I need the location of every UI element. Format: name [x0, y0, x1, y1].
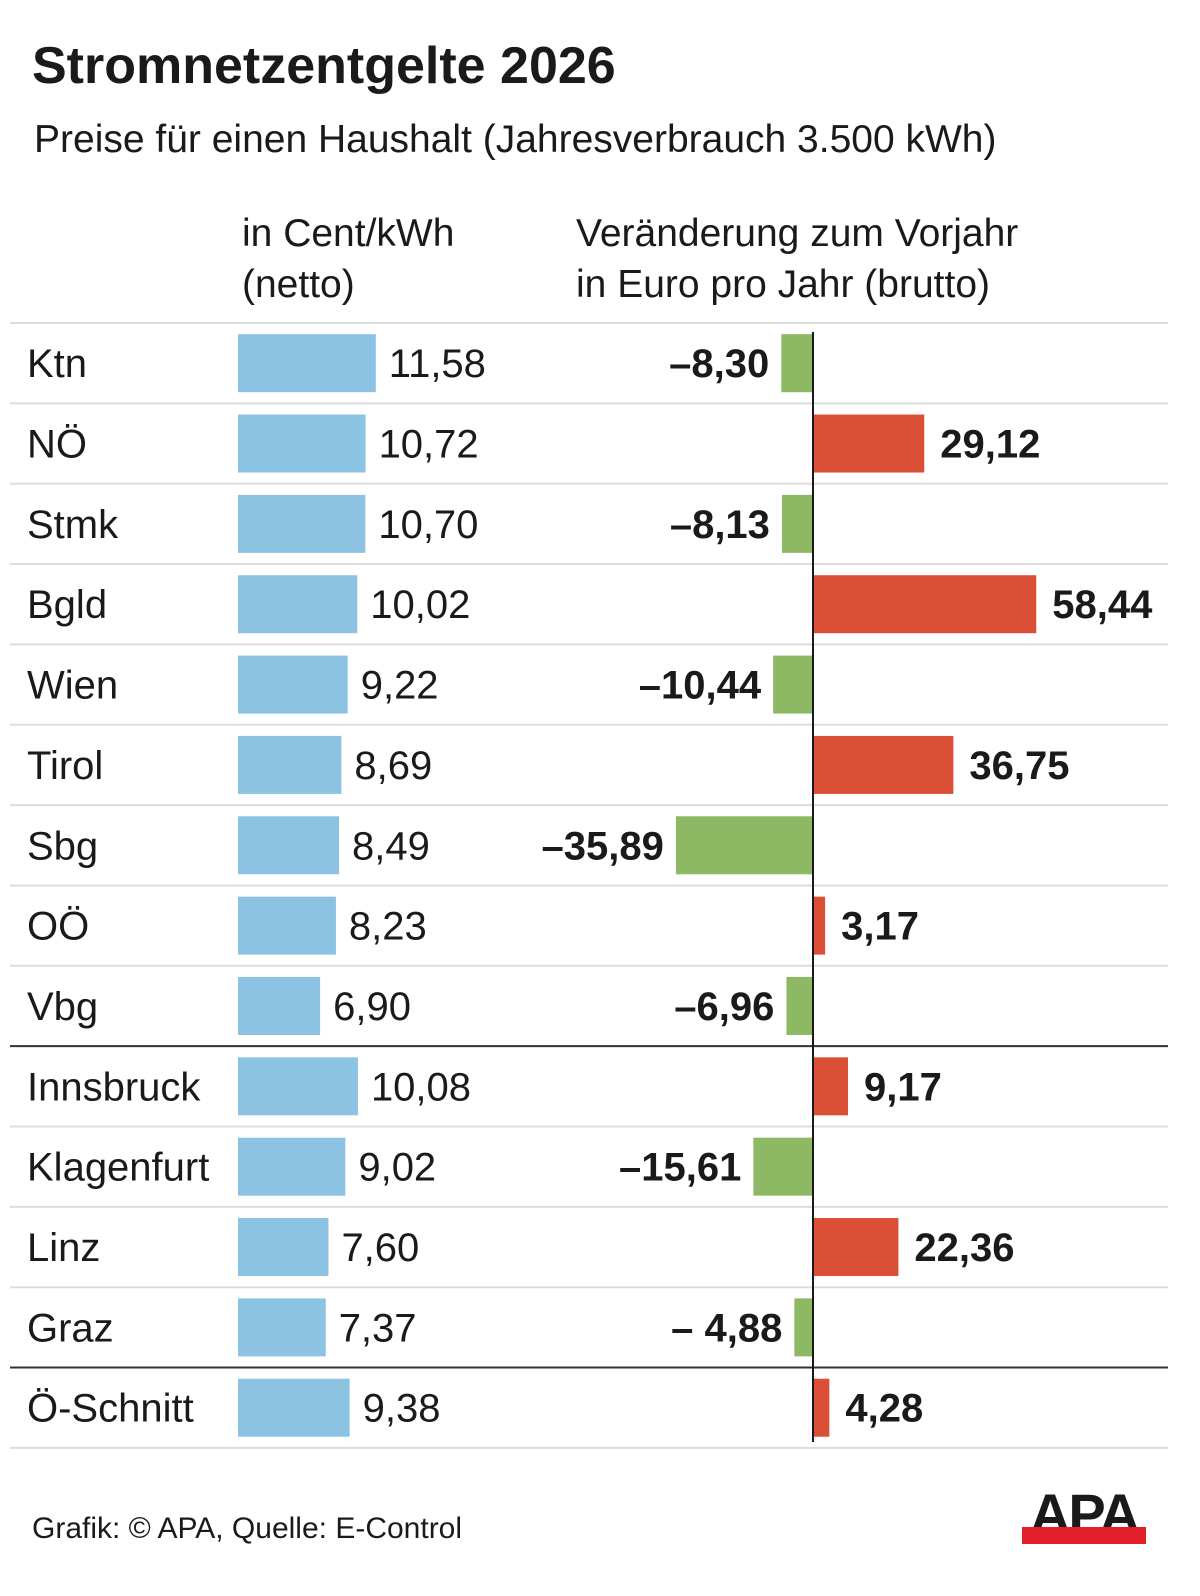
increase-bar: [813, 1057, 849, 1116]
price-value-label: 10,02: [370, 583, 470, 627]
increase-bar: [813, 735, 954, 794]
price-bar: [238, 655, 348, 714]
decrease-bar: [781, 334, 813, 393]
price-bar: [238, 1298, 326, 1357]
price-value-label: 6,90: [333, 985, 411, 1029]
change-value-label: 29,12: [940, 423, 1040, 467]
price-bar: [238, 976, 321, 1035]
price-value-label: 11,58: [389, 342, 486, 386]
category-label: Ö-Schnitt: [27, 1387, 194, 1431]
category-label: Ktn: [27, 342, 87, 386]
price-bar: [238, 1137, 346, 1196]
price-bar: [238, 1218, 329, 1277]
price-column-header: in Cent/kWh (netto): [242, 208, 454, 310]
price-value-label: 7,60: [341, 1226, 419, 1270]
decrease-bar: [786, 976, 813, 1035]
change-value-label: 36,75: [969, 744, 1069, 788]
price-value-label: 7,37: [339, 1306, 417, 1350]
increase-bar: [813, 1218, 899, 1277]
decrease-bar: [794, 1298, 813, 1357]
category-label: Sbg: [27, 824, 98, 868]
category-label: Linz: [27, 1226, 100, 1270]
price-value-label: 10,70: [378, 503, 478, 547]
price-bar: [238, 896, 336, 955]
price-bar: [238, 1378, 350, 1437]
change-value-label: –6,96: [674, 985, 774, 1029]
increase-bar: [813, 1378, 830, 1437]
source-note: Grafik: © APA, Quelle: E-Control: [32, 1512, 463, 1545]
price-value-label: 9,38: [363, 1387, 441, 1431]
change-value-label: –10,44: [639, 664, 762, 708]
price-bar: [238, 494, 366, 553]
chart-title: Stromnetzentgelte 2026: [32, 37, 616, 95]
change-value-label: 3,17: [841, 905, 919, 949]
category-label: Klagenfurt: [27, 1146, 209, 1190]
change-header-line2: in Euro pro Jahr (brutto): [576, 263, 991, 306]
price-bar: [238, 575, 358, 634]
decrease-bar: [675, 816, 813, 875]
price-bar: [238, 735, 342, 794]
increase-bar: [813, 575, 1037, 634]
price-value-label: 8,23: [349, 905, 427, 949]
decrease-bar: [781, 494, 813, 553]
change-value-label: 9,17: [864, 1065, 942, 1109]
chart-subtitle: Preise für einen Haushalt (Jahresverbrau…: [34, 118, 997, 161]
price-header-line2: (netto): [242, 263, 355, 306]
price-bar: [238, 334, 376, 393]
change-value-label: 4,28: [845, 1387, 923, 1431]
price-header-line1: in Cent/kWh: [242, 212, 455, 255]
change-value-label: –8,13: [670, 503, 770, 547]
price-value-label: 10,72: [379, 423, 479, 467]
category-label: Wien: [27, 664, 118, 708]
change-value-label: – 4,88: [671, 1306, 782, 1350]
category-label: Bgld: [27, 583, 107, 627]
change-value-label: –35,89: [542, 824, 664, 868]
change-value-label: 22,36: [914, 1226, 1014, 1270]
price-bar: [238, 414, 366, 473]
increase-bar: [813, 896, 826, 955]
category-label: Vbg: [27, 985, 98, 1029]
price-value-label: 8,49: [352, 824, 430, 868]
change-value-label: –15,61: [619, 1146, 741, 1190]
category-label: OÖ: [27, 905, 89, 949]
change-header-line1: Veränderung zum Vorjahr: [576, 212, 1019, 255]
decrease-bar: [753, 1137, 813, 1196]
category-label: NÖ: [27, 423, 87, 467]
category-label: Graz: [27, 1306, 114, 1350]
change-value-label: –8,30: [669, 342, 769, 386]
change-value-label: 58,44: [1052, 583, 1153, 627]
price-bar: [238, 1057, 358, 1116]
category-label: Stmk: [27, 503, 119, 547]
price-value-label: 8,69: [354, 744, 432, 788]
increase-bar: [813, 414, 925, 473]
price-value-label: 9,22: [361, 664, 439, 708]
decrease-bar: [773, 655, 813, 714]
price-value-label: 10,08: [371, 1065, 471, 1109]
category-label: Tirol: [27, 744, 103, 788]
category-label: Innsbruck: [27, 1065, 201, 1109]
price-bar: [238, 816, 340, 875]
price-value-label: 9,02: [358, 1146, 436, 1190]
change-column-header: Veränderung zum Vorjahr in Euro pro Jahr…: [576, 208, 1018, 310]
